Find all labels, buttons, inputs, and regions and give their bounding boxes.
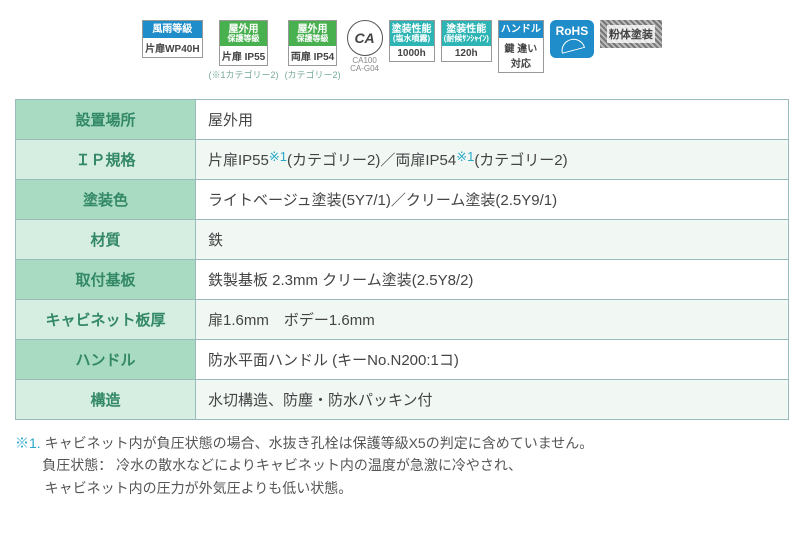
table-row: 設置場所屋外用 <box>16 100 789 140</box>
rohs-badge: RoHS <box>550 20 594 58</box>
badge-sub: (カテゴリー2) <box>285 68 341 81</box>
badge-bot: 両扉 IP54 <box>289 46 336 65</box>
badge: 屋外用保護等級片扉 IP55 (※1カテゴリー2) <box>209 20 279 81</box>
row-label: 塗装色 <box>16 180 196 220</box>
badge-top: 屋外用保護等級 <box>220 21 267 46</box>
spec-badge: ハンドル鍵 違い対応 <box>498 20 544 73</box>
row-value: 扉1.6mm ボデー1.6mm <box>196 300 789 340</box>
badge-top: 屋外用保護等級 <box>289 21 336 46</box>
table-row: ハンドル防水平面ハンドル (キーNo.N200:1コ) <box>16 340 789 380</box>
spec-badge: 屋外用保護等級両扉 IP54 <box>288 20 337 66</box>
powder-coat-badge: 粉体塗装 <box>600 20 662 48</box>
row-label: ハンドル <box>16 340 196 380</box>
row-label: ＩＰ規格 <box>16 140 196 180</box>
badge: 屋外用保護等級両扉 IP54 (カテゴリー2) <box>285 20 341 81</box>
spec-badge: 塗装性能(塩水噴霧)1000h <box>389 20 435 62</box>
badge-sub: (※1カテゴリー2) <box>209 68 279 81</box>
badge: 粉体塗装 <box>600 20 662 48</box>
badge-bot: 片扉WP40H <box>143 38 201 57</box>
badge-bot: 120h <box>442 46 491 61</box>
reference-mark: ※1 <box>269 149 287 164</box>
spec-badge: 塗装性能(耐候ｻﾝｼｬｲﾝ)120h <box>441 20 492 62</box>
badge-top: 風雨等級 <box>143 21 201 38</box>
spec-badge: 風雨等級片扉WP40H <box>142 20 202 58</box>
table-row: 塗装色ライトベージュ塗装(5Y7/1)／クリーム塗装(2.5Y9/1) <box>16 180 789 220</box>
row-label: 設置場所 <box>16 100 196 140</box>
row-value: 鉄製基板 2.3mm クリーム塗装(2.5Y8/2) <box>196 260 789 300</box>
reference-mark: ※1 <box>456 149 474 164</box>
footnote-line: 負圧状態： 冷水の散水などによりキャビネット内の温度が急激に冷やされ、 <box>42 457 522 473</box>
badge: 風雨等級片扉WP40H <box>142 20 202 58</box>
badge-bot: 片扉 IP55 <box>220 46 267 65</box>
row-value: 防水平面ハンドル (キーNo.N200:1コ) <box>196 340 789 380</box>
ca-mark-icon: CA <box>347 20 383 56</box>
row-label: キャビネット板厚 <box>16 300 196 340</box>
table-row: 材質鉄 <box>16 220 789 260</box>
leaf-icon <box>559 36 585 54</box>
row-value: 屋外用 <box>196 100 789 140</box>
ca-sub: CA100CA-G04 <box>350 57 379 73</box>
table-row: ＩＰ規格片扉IP55※1(カテゴリー2)／両扉IP54※1(カテゴリー2) <box>16 140 789 180</box>
row-label: 材質 <box>16 220 196 260</box>
badge-top: 塗装性能(塩水噴霧) <box>390 21 434 46</box>
table-row: 構造水切構造、防塵・防水パッキン付 <box>16 380 789 420</box>
row-label: 構造 <box>16 380 196 420</box>
badge: 塗装性能(塩水噴霧)1000h <box>389 20 435 62</box>
footnote-line: キャビネット内の圧力が外気圧よりも低い状態。 <box>45 480 353 496</box>
table-row: キャビネット板厚扉1.6mm ボデー1.6mm <box>16 300 789 340</box>
badge-bot: 1000h <box>390 46 434 61</box>
row-value: ライトベージュ塗装(5Y7/1)／クリーム塗装(2.5Y9/1) <box>196 180 789 220</box>
spec-badge: 屋外用保護等級片扉 IP55 <box>219 20 268 66</box>
row-value: 片扉IP55※1(カテゴリー2)／両扉IP54※1(カテゴリー2) <box>196 140 789 180</box>
row-value: 鉄 <box>196 220 789 260</box>
badge: ハンドル鍵 違い対応 <box>498 20 544 73</box>
badge-bot: 鍵 違い対応 <box>499 38 543 72</box>
badge-row: 風雨等級片扉WP40H屋外用保護等級片扉 IP55(※1カテゴリー2)屋外用保護… <box>15 20 789 81</box>
badge: CACA100CA-G04 <box>347 20 383 73</box>
footnote-line: キャビネット内が負圧状態の場合、水抜き孔栓は保護等級X5の判定に含めていません。 <box>45 435 594 451</box>
footnote: ※1. キャビネット内が負圧状態の場合、水抜き孔栓は保護等級X5の判定に含めてい… <box>15 432 789 499</box>
footnote-ref: ※1. <box>15 435 41 451</box>
badge-top: 塗装性能(耐候ｻﾝｼｬｲﾝ) <box>442 21 491 46</box>
badge: RoHS <box>550 20 594 58</box>
spec-table: 設置場所屋外用ＩＰ規格片扉IP55※1(カテゴリー2)／両扉IP54※1(カテゴ… <box>15 99 789 420</box>
table-row: 取付基板鉄製基板 2.3mm クリーム塗装(2.5Y8/2) <box>16 260 789 300</box>
badge: 塗装性能(耐候ｻﾝｼｬｲﾝ)120h <box>441 20 492 62</box>
row-label: 取付基板 <box>16 260 196 300</box>
row-value: 水切構造、防塵・防水パッキン付 <box>196 380 789 420</box>
badge-top: ハンドル <box>499 21 543 38</box>
